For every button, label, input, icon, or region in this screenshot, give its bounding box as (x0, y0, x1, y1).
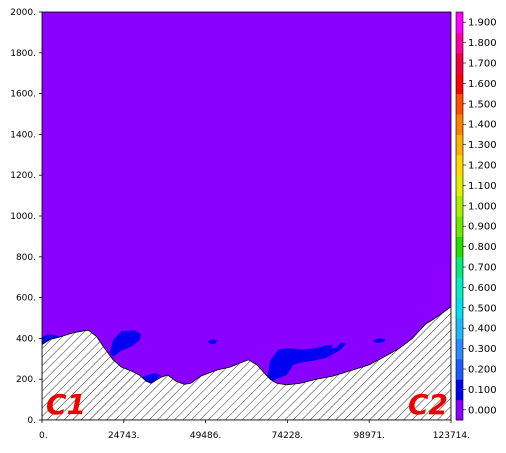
colorbar-swatch (456, 175, 463, 197)
colorbar-label: 0.800 (468, 242, 497, 253)
x-tick-label: 123714. (433, 431, 470, 441)
colorbar-swatch (456, 236, 463, 258)
colorbar-label: 1.600 (468, 79, 497, 90)
y-tick-label: 1000. (10, 212, 36, 222)
x-tick-label: 74228. (272, 431, 304, 441)
colorbar-label: 1.200 (468, 161, 497, 172)
colorbar-label: 1.100 (468, 181, 497, 192)
colorbar-label: 0.100 (468, 385, 497, 396)
y-tick-label: 1800. (10, 49, 36, 59)
colorbar-swatch (456, 134, 463, 156)
y-tick-label: 1600. (10, 90, 36, 100)
colorbar-label: 1.900 (468, 18, 497, 29)
plot-area (41, 11, 452, 421)
x-axis: 0. 24743. 49486. 74228. 98971. 123714. (39, 420, 470, 441)
colorbar: 0.000 0.100 0.200 0.300 0.400 0.500 0.600 0.700… (455, 11, 497, 421)
colorbar-swatch (456, 338, 463, 360)
colorbar-swatch (456, 73, 463, 95)
colorbar-label: 0.200 (468, 365, 497, 376)
colorbar-swatch (456, 195, 463, 217)
annotation-c1: C1 (46, 388, 86, 421)
colorbar-swatch (456, 114, 463, 135)
colorbar-swatch (456, 12, 463, 33)
contour-region (266, 342, 347, 382)
y-tick-label: 600. (16, 294, 36, 304)
colorbar-label: 0.500 (468, 303, 497, 314)
colorbar-label: 0.400 (468, 324, 497, 335)
colorbar-swatch (456, 318, 463, 339)
colorbar-swatch (456, 32, 463, 54)
y-tick-label: 1200. (10, 171, 36, 181)
y-tick-label: 2000. (10, 8, 36, 18)
colorbar-frame (455, 11, 464, 421)
x-tick-label: 24743. (108, 431, 140, 441)
colorbar-label: 1.800 (468, 38, 497, 49)
colorbar-swatch (456, 256, 463, 278)
colorbar-label: 0.600 (468, 283, 497, 294)
colorbar-label: 1.300 (468, 140, 497, 151)
contour-region (42, 330, 89, 345)
colorbar-swatch (456, 216, 463, 237)
colorbar-swatch (456, 93, 463, 115)
colorbar-label: 1.400 (468, 120, 497, 131)
colorbar-swatch (456, 379, 463, 401)
y-tick-label: 1400. (10, 130, 36, 140)
colorbar-swatch (456, 297, 463, 319)
x-tick-label: 49486. (190, 431, 222, 441)
colorbar-label: 1.000 (468, 201, 497, 212)
terrain-hatched (42, 306, 451, 420)
colorbar-label: 0.900 (468, 222, 497, 233)
colorbar-swatch (456, 154, 463, 176)
colorbar-swatch (456, 52, 463, 74)
colorbar-label: 0.700 (468, 263, 497, 274)
contour-region (372, 338, 386, 343)
x-tick-label: 98971. (353, 431, 385, 441)
annotation-c2: C2 (408, 388, 448, 421)
y-tick-label: 200. (16, 375, 36, 385)
y-tick-label: 0. (27, 416, 36, 426)
colorbar-swatch (456, 399, 463, 421)
y-tick-label: 800. (16, 253, 36, 263)
x-tick-label: 0. (39, 431, 48, 441)
colorbar-label: 0.300 (468, 344, 497, 355)
y-tick-label: 400. (16, 334, 36, 344)
colorbar-label: 0.000 (468, 405, 497, 416)
colorbar-swatch (456, 277, 463, 299)
contour-region (207, 339, 218, 345)
y-axis: 0. 200. 400. 600. 800. 1000. 1200. 1400. 1600. 18… (10, 8, 42, 426)
colorbar-swatch (456, 358, 463, 380)
colorbar-label: 1.700 (468, 59, 497, 70)
colorbar-label: 1.500 (468, 99, 497, 110)
contour-region (109, 330, 142, 357)
